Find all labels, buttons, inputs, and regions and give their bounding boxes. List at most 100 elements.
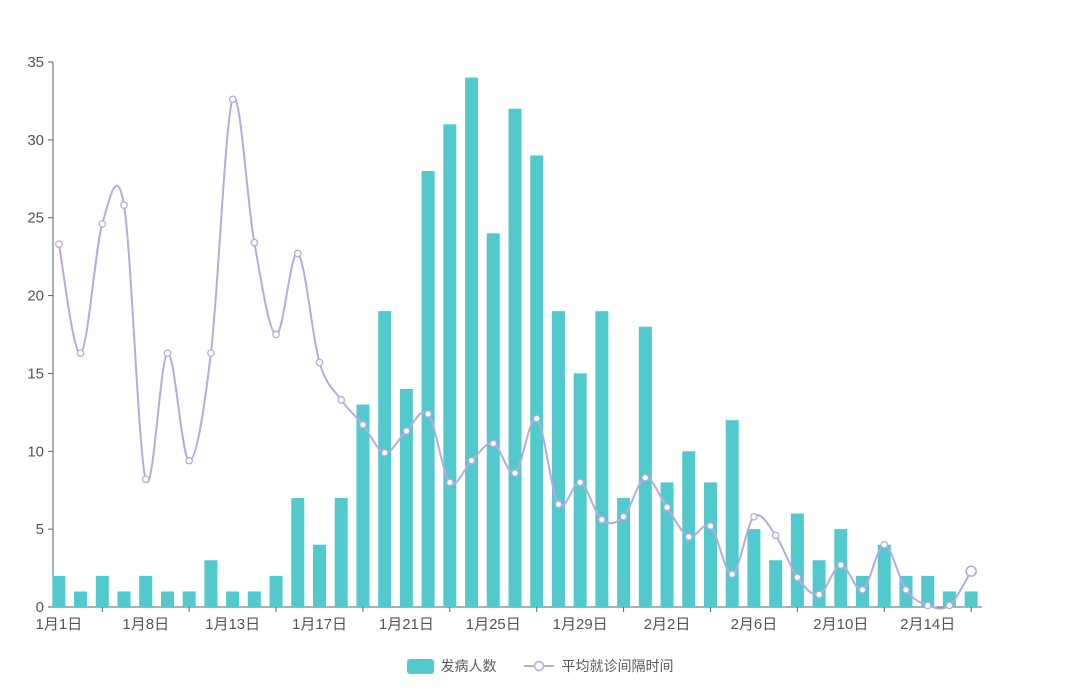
bar[interactable] (399, 389, 413, 607)
legend-item-cases[interactable]: 发病人数 (406, 658, 497, 674)
bar[interactable] (747, 529, 761, 607)
line-point-marker[interactable] (858, 586, 867, 594)
bar[interactable] (356, 404, 370, 607)
line-point-marker[interactable] (250, 238, 259, 247)
line-point-marker[interactable] (532, 414, 541, 423)
line-point-marker[interactable] (750, 512, 758, 521)
y-tick-label: 30 (27, 132, 44, 149)
x-tick-label: 2月2日 (644, 616, 691, 633)
line-point-marker[interactable] (793, 573, 802, 582)
bar[interactable] (443, 124, 457, 608)
bar[interactable] (530, 155, 544, 607)
bar[interactable] (682, 451, 696, 607)
legend-label-interval: 平均就诊间隔时间 (561, 658, 674, 674)
line-point-marker[interactable] (141, 475, 150, 484)
bar[interactable] (226, 591, 240, 607)
y-tick-label: 25 (27, 210, 44, 227)
bar-series-swatch-icon (406, 658, 434, 674)
line-point-marker[interactable] (771, 531, 780, 540)
line-point-marker[interactable] (337, 396, 346, 404)
y-tick-label: 15 (27, 365, 44, 382)
line-point-marker[interactable] (511, 469, 519, 477)
bar[interactable] (291, 498, 305, 607)
bar[interactable] (486, 233, 500, 608)
bar[interactable] (117, 591, 131, 607)
bar[interactable] (334, 498, 348, 607)
x-tick-label: 1月13日 (205, 616, 260, 633)
line-point-marker[interactable] (445, 478, 454, 487)
line-point-marker[interactable] (293, 249, 302, 258)
bar[interactable] (247, 591, 261, 607)
line-point-marker[interactable] (965, 565, 977, 577)
bar[interactable] (508, 108, 522, 607)
bar[interactable] (769, 560, 783, 607)
line-point-marker[interactable] (380, 448, 389, 457)
bar[interactable] (465, 77, 479, 608)
line-point-marker[interactable] (554, 500, 563, 509)
x-tick-label: 1月17日 (292, 616, 347, 633)
line-point-marker[interactable] (76, 349, 85, 358)
bar[interactable] (421, 171, 435, 607)
x-tick-label: 2月6日 (731, 616, 778, 633)
line-point-marker[interactable] (272, 330, 280, 339)
bar[interactable] (921, 575, 935, 607)
line-point-marker[interactable] (902, 586, 910, 594)
line-point-marker[interactable] (619, 512, 628, 521)
y-tick-label: 35 (27, 54, 44, 71)
bar[interactable] (595, 311, 609, 607)
x-tick-label: 1月25日 (466, 616, 521, 633)
bar[interactable] (160, 591, 174, 607)
bar[interactable] (313, 544, 327, 607)
line-point-marker[interactable] (489, 439, 498, 448)
line-point-marker[interactable] (207, 349, 215, 358)
line-point-marker[interactable] (576, 478, 585, 487)
bar[interactable] (964, 591, 978, 607)
legend-item-interval[interactable]: 平均就诊间隔时间 (523, 658, 674, 674)
bar[interactable] (204, 560, 218, 607)
bar[interactable] (95, 575, 109, 607)
line-point-marker[interactable] (641, 473, 650, 482)
bar[interactable] (551, 311, 565, 607)
bar[interactable] (790, 513, 804, 607)
bar[interactable] (703, 482, 717, 607)
line-point-marker[interactable] (424, 410, 432, 418)
x-tick-label: 2月10日 (813, 616, 868, 633)
line-point-marker[interactable] (836, 561, 845, 569)
bar[interactable] (378, 311, 392, 607)
line-point-marker[interactable] (228, 95, 237, 104)
x-tick-label: 1月1日 (36, 616, 83, 633)
line-point-marker[interactable] (467, 456, 476, 465)
line-point-marker[interactable] (880, 540, 889, 549)
bar[interactable] (573, 373, 587, 607)
line-point-marker[interactable] (98, 220, 107, 228)
line-point-marker[interactable] (598, 515, 606, 524)
line-point-marker[interactable] (945, 601, 954, 610)
combo-chart: 0 5 10 15 20 25 30 35 1月1日 1月8日 1月13日 1月17日 1月21日 1月2… (27, 54, 982, 633)
bar[interactable] (52, 575, 66, 607)
line-point-marker[interactable] (728, 570, 737, 579)
line-point-marker[interactable] (923, 601, 932, 610)
line-point-marker[interactable] (163, 349, 172, 358)
line-point-marker[interactable] (402, 427, 411, 435)
y-tick-label: 20 (27, 288, 44, 305)
bar[interactable] (638, 326, 652, 607)
bar[interactable] (725, 420, 739, 607)
line-point-marker[interactable] (315, 358, 324, 367)
line-point-marker[interactable] (55, 240, 63, 249)
bar[interactable] (617, 498, 631, 607)
y-tick-label: 10 (27, 443, 44, 460)
bar[interactable] (182, 591, 196, 607)
line-point-marker[interactable] (684, 533, 693, 541)
bar[interactable] (74, 591, 88, 607)
line-point-marker[interactable] (663, 503, 671, 512)
line-point-marker[interactable] (359, 420, 367, 429)
line-point-marker[interactable] (706, 522, 715, 530)
line-point-marker[interactable] (185, 456, 194, 465)
bar[interactable] (139, 575, 153, 607)
x-tick-label: 2月14日 (900, 616, 955, 633)
line-point-marker[interactable] (815, 590, 823, 599)
bar[interactable] (877, 544, 891, 607)
line-point-marker[interactable] (120, 201, 128, 210)
bar[interactable] (812, 560, 826, 607)
bar[interactable] (269, 575, 283, 607)
